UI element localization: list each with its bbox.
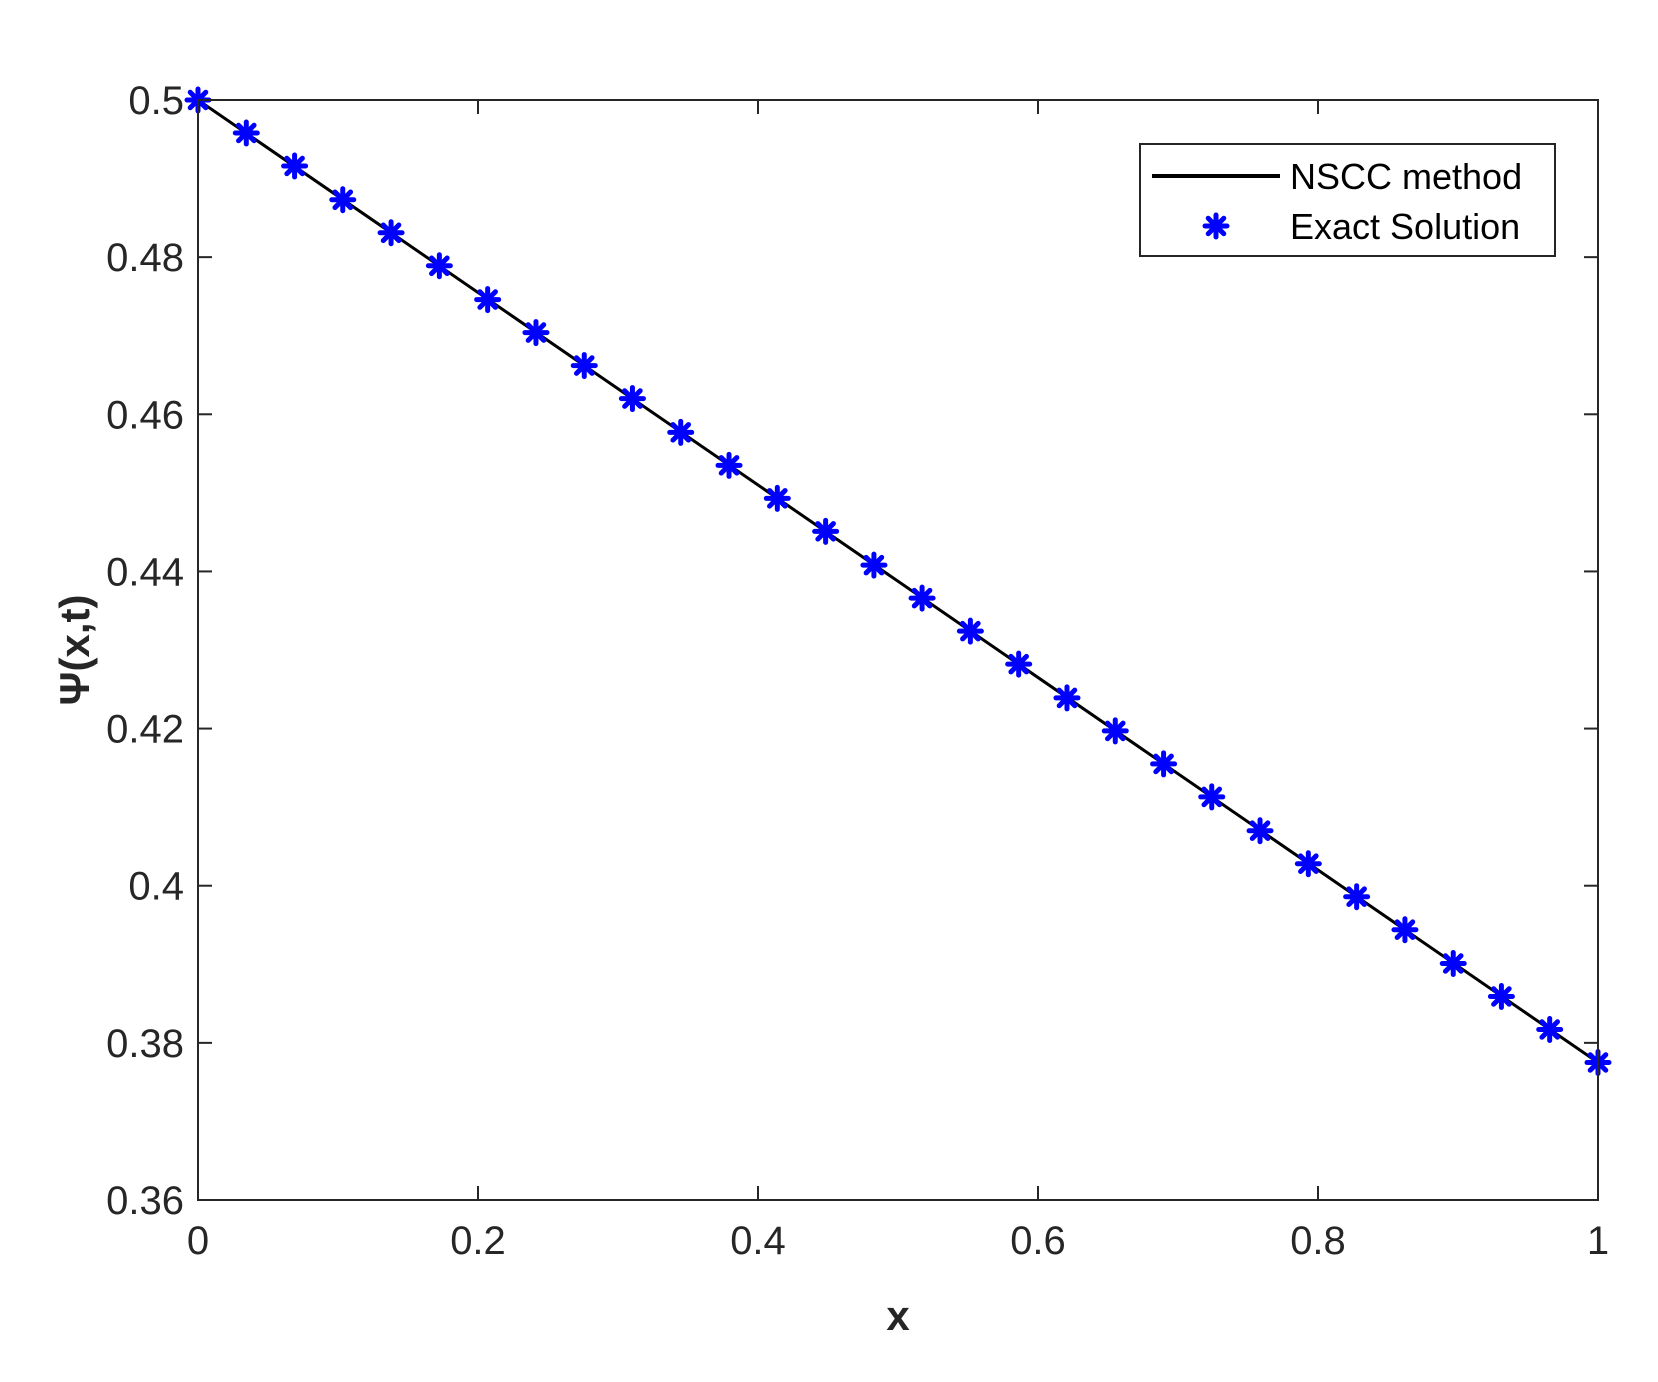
exact-solution-marker <box>329 186 357 214</box>
exact-solution-marker <box>1439 950 1467 977</box>
exact-solution-marker <box>1246 817 1274 845</box>
x-tick-label: 0.8 <box>1290 1219 1346 1263</box>
exact-solution-marker <box>232 119 260 147</box>
y-tick-label: 0.36 <box>106 1179 184 1223</box>
y-tick-label: 0.5 <box>128 79 184 123</box>
exact-solution-marker <box>1536 1016 1564 1043</box>
exact-solution-marker <box>522 319 550 347</box>
exact-solution-marker <box>474 286 502 314</box>
exact-solution-marker <box>1391 916 1419 944</box>
exact-solution-marker <box>667 418 695 446</box>
exact-solution-marker <box>1053 684 1081 712</box>
y-tick-label: 0.42 <box>106 708 184 752</box>
y-tick-label: 0.48 <box>106 236 184 280</box>
x-tick-label: 0 <box>187 1219 209 1263</box>
legend-entry-label: NSCC method <box>1290 156 1522 197</box>
y-tick-label: 0.4 <box>128 865 184 909</box>
tick-labels-layer: 0 0.2 0.4 0.6 0.8 1 0.36 0.38 0.4 0.42 0.44 0.46 0.4… <box>106 79 1609 1263</box>
exact-solution-marker <box>1198 783 1226 811</box>
x-axis-title: x <box>886 1292 910 1339</box>
exact-solution-marker <box>618 385 646 413</box>
y-tick-label: 0.38 <box>106 1022 184 1066</box>
legend: NSCC method Exact Solution <box>1139 143 1556 257</box>
x-tick-label: 0.6 <box>1010 1219 1066 1263</box>
exact-solution-marker <box>1294 850 1322 878</box>
exact-solution-marker <box>1343 883 1371 911</box>
y-axis-title: Ψ(x,t) <box>51 595 98 706</box>
x-tick-label: 0.2 <box>450 1219 506 1263</box>
exact-solution-marker <box>1101 717 1129 745</box>
exact-solution-marker <box>956 617 984 645</box>
exact-solution-marker <box>860 551 888 579</box>
legend-box <box>1139 143 1556 257</box>
exact-solution-marker <box>1150 750 1178 778</box>
exact-solution-marker <box>281 152 309 180</box>
exact-solution-marker <box>570 352 598 380</box>
exact-solution-marker <box>812 517 840 545</box>
plot-area <box>198 100 1598 1200</box>
y-tick-label: 0.44 <box>106 550 184 594</box>
exact-solution-marker <box>1005 650 1033 678</box>
exact-solution-marker <box>908 584 936 612</box>
exact-solution-marker <box>715 451 743 479</box>
x-tick-label: 1 <box>1587 1219 1609 1263</box>
exact-solution-marker <box>1487 983 1515 1010</box>
exact-solution-marker <box>425 252 453 280</box>
series-layer <box>184 86 1612 1076</box>
exact-solution-marker <box>377 219 405 247</box>
legend-entry-label: Exact Solution <box>1290 206 1520 247</box>
exact-solution-marker <box>763 484 791 512</box>
y-tick-label: 0.46 <box>106 393 184 437</box>
plot-frame <box>197 99 1599 1201</box>
legend-marker-swatch <box>1202 212 1230 240</box>
x-tick-label: 0.4 <box>730 1219 786 1263</box>
